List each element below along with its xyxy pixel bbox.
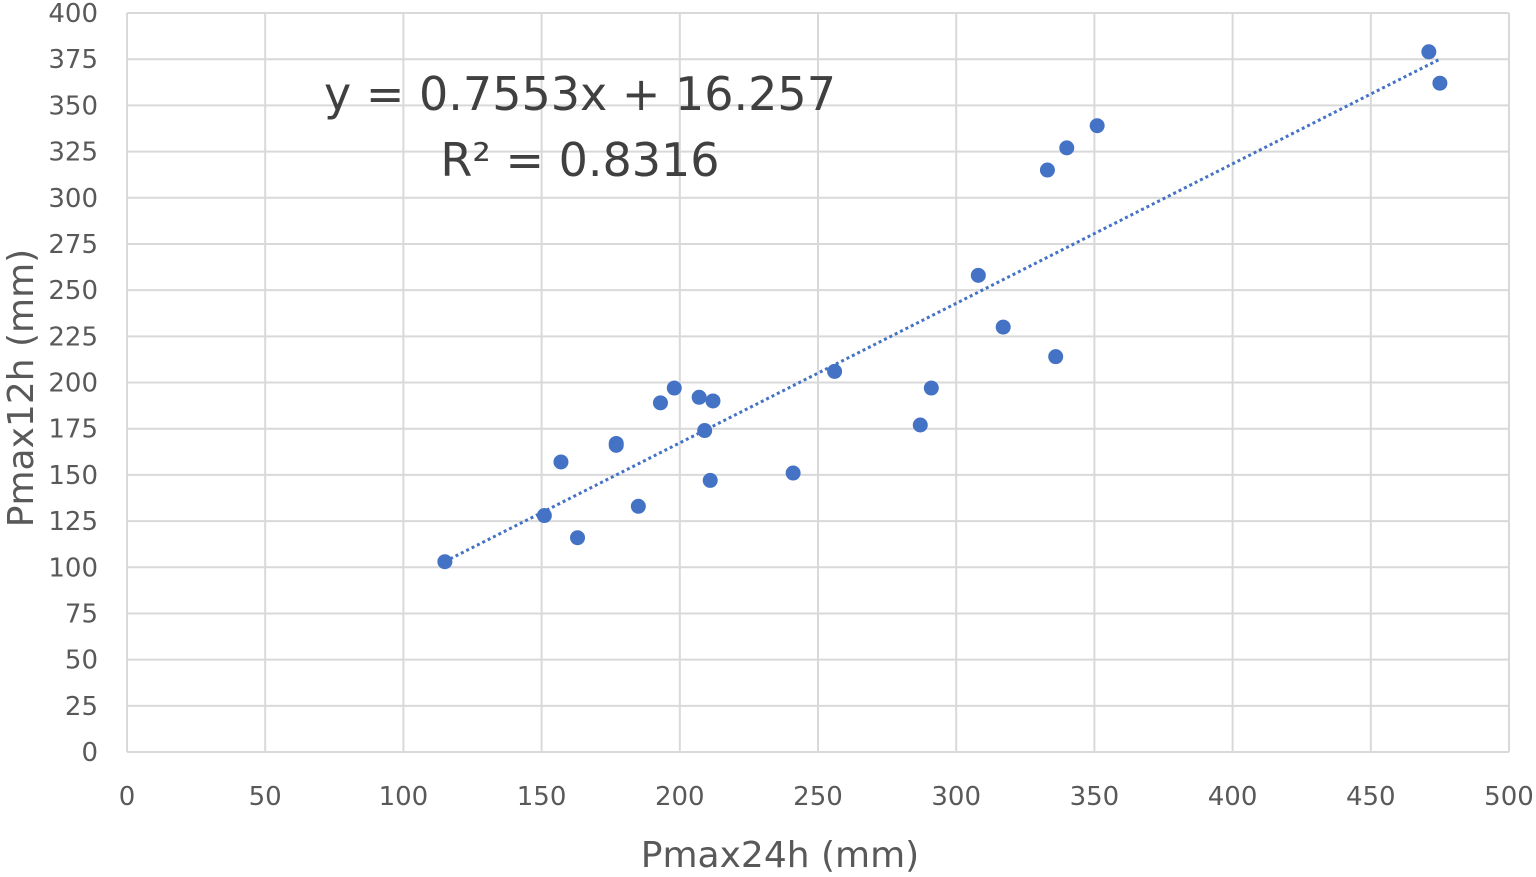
x-tick-label: 500 xyxy=(1484,782,1534,812)
y-tick-label: 200 xyxy=(48,369,98,399)
data-point xyxy=(912,417,928,433)
y-tick-label: 175 xyxy=(48,415,98,445)
data-point xyxy=(691,389,707,405)
data-point xyxy=(630,498,646,514)
data-points xyxy=(437,44,1448,570)
data-point xyxy=(1039,162,1055,178)
data-point xyxy=(652,395,668,411)
y-tick-label: 375 xyxy=(48,45,98,75)
data-point xyxy=(1048,349,1064,365)
data-point xyxy=(1421,44,1437,60)
data-point xyxy=(536,508,552,524)
y-tick-label: 150 xyxy=(48,461,98,491)
data-point xyxy=(785,465,801,481)
data-point xyxy=(697,423,713,439)
y-tick-label: 50 xyxy=(65,646,98,676)
y-tick-label: 275 xyxy=(48,230,98,260)
y-tick-label: 0 xyxy=(81,738,98,768)
y-tick-label: 250 xyxy=(48,276,98,306)
y-tick-label: 125 xyxy=(48,507,98,537)
x-axis-title: Pmax24h (mm) xyxy=(641,835,919,876)
x-tick-label: 100 xyxy=(379,782,429,812)
y-axis-tick-labels: 0 25 50 75 100 125 150 175 200 225 250 275 300 325 350… xyxy=(48,0,98,768)
y-tick-label: 25 xyxy=(65,692,98,722)
x-axis-tick-labels: 0 50 100 150 200 250 300 350 400 450 500 xyxy=(119,782,1534,812)
trendline-equation: y = 0.7553x + 16.257 xyxy=(324,67,836,121)
x-tick-label: 450 xyxy=(1346,782,1396,812)
data-point xyxy=(553,454,569,470)
data-point xyxy=(702,472,718,488)
data-point xyxy=(995,319,1011,335)
x-tick-label: 400 xyxy=(1208,782,1258,812)
y-tick-label: 325 xyxy=(48,138,98,168)
data-point xyxy=(827,363,843,379)
data-point xyxy=(570,530,586,546)
x-tick-label: 50 xyxy=(249,782,282,812)
x-tick-label: 300 xyxy=(931,782,981,812)
data-point xyxy=(666,380,682,396)
x-tick-label: 250 xyxy=(793,782,843,812)
y-tick-label: 400 xyxy=(48,0,98,29)
trendline-r-squared: R² = 0.8316 xyxy=(440,133,719,187)
x-tick-label: 0 xyxy=(119,782,136,812)
x-tick-label: 200 xyxy=(655,782,705,812)
y-tick-label: 350 xyxy=(48,91,98,121)
y-tick-label: 100 xyxy=(48,553,98,583)
data-point xyxy=(437,554,453,570)
data-point xyxy=(1059,140,1075,156)
y-tick-label: 225 xyxy=(48,322,98,352)
data-point xyxy=(1089,118,1105,134)
data-point xyxy=(1432,75,1448,91)
data-point xyxy=(705,393,721,409)
y-tick-label: 75 xyxy=(65,599,98,629)
y-tick-label: 300 xyxy=(48,184,98,214)
x-tick-label: 150 xyxy=(517,782,567,812)
y-axis-title: Pmax12h (mm) xyxy=(1,249,42,527)
gridlines xyxy=(126,12,1510,753)
data-point xyxy=(608,437,624,453)
data-point xyxy=(923,380,939,396)
x-tick-label: 350 xyxy=(1070,782,1120,812)
data-point xyxy=(970,267,986,283)
